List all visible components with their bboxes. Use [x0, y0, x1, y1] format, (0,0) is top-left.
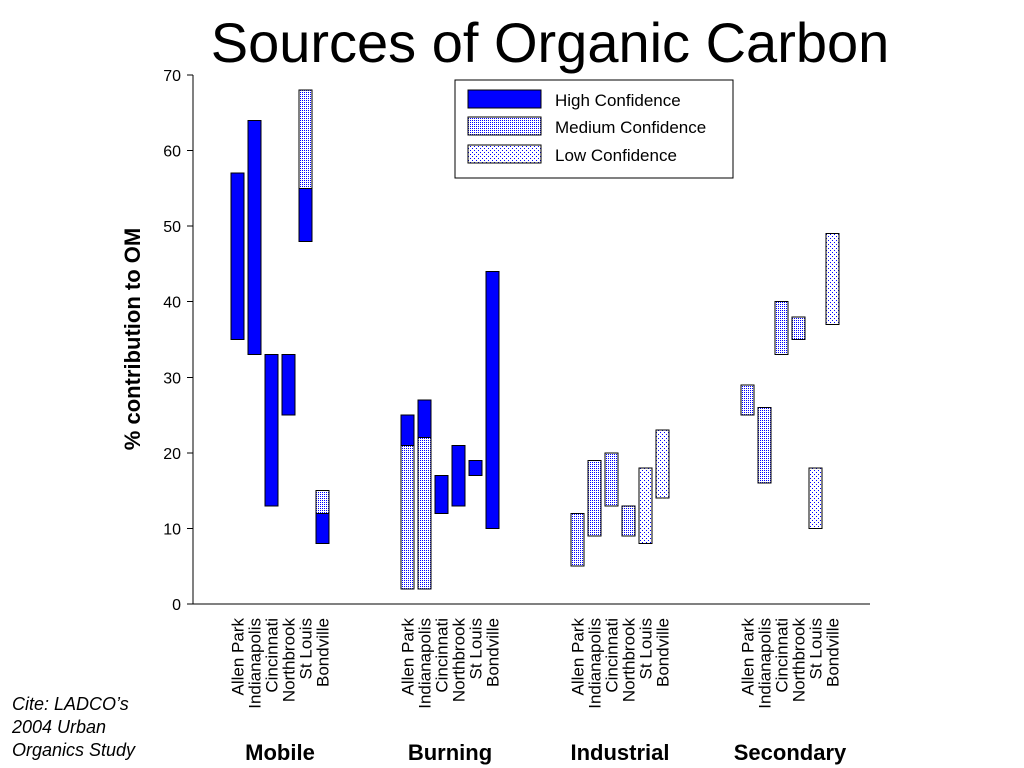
bar-industrial-st-louis-low-confidence	[638, 467, 653, 545]
bar-mobile-bondville-high-confidence	[315, 512, 330, 545]
bar-mobile-st-louis-medium-confidence	[298, 89, 313, 189]
chart-title: Sources of Organic Carbon	[211, 11, 890, 74]
y-axis-label: % contribution to OM	[120, 228, 145, 450]
bar-mobile-bondville-medium-confidence	[315, 490, 330, 514]
bar-secondary-allen-park-medium-confidence	[740, 384, 755, 416]
bar-secondary-northbrook-medium-confidence	[791, 316, 806, 341]
y-tick-label-10: 10	[163, 521, 181, 538]
bar-industrial-bondville-low-confidence	[655, 429, 670, 499]
x-tick-label-industrial-cincinnati: Cincinnati	[603, 618, 622, 693]
bar-mobile-northbrook-high-confidence	[281, 354, 296, 416]
bar-burning-cincinnati-high-confidence	[434, 475, 449, 514]
bar-secondary-bondville-low-confidence	[825, 233, 840, 325]
group-label-secondary: Secondary	[734, 740, 847, 765]
x-tick-label-mobile-cincinnati: Cincinnati	[263, 618, 282, 693]
bar-burning-indianapolis-high-confidence	[417, 399, 432, 439]
bar-industrial-northbrook-medium-confidence	[621, 505, 636, 537]
group-label-burning: Burning	[408, 740, 492, 765]
x-tick-label-industrial-indianapolis: Indianapolis	[586, 618, 605, 709]
x-tick-label-burning-bondville: Bondville	[484, 618, 503, 687]
x-tick-label-mobile-northbrook: Northbrook	[280, 618, 299, 703]
x-tick-label-burning-allen-park: Allen Park	[399, 618, 418, 696]
bar-mobile-indianapolis-high-confidence	[247, 119, 262, 356]
x-tick-label-burning-st-louis: St Louis	[467, 618, 486, 679]
citation-line-1: Cite: LADCO’s	[12, 694, 129, 714]
y-tick-label-20: 20	[163, 446, 181, 463]
x-tick-label-burning-indianapolis: Indianapolis	[416, 618, 435, 709]
legend-swatch-high-confidence	[467, 89, 542, 109]
bar-burning-indianapolis-medium-confidence	[417, 437, 432, 590]
bar-industrial-cincinnati-medium-confidence	[604, 452, 619, 507]
bar-secondary-indianapolis-medium-confidence	[757, 407, 772, 484]
legend-swatch-medium-confidence	[467, 116, 542, 136]
citation: Cite: LADCO’s 2004 Urban Organics Study	[11, 694, 136, 760]
citation-line-3: Organics Study	[12, 740, 136, 760]
bar-burning-allen-park-medium-confidence	[400, 444, 415, 590]
bars-layer	[230, 89, 840, 590]
bar-secondary-cincinnati-medium-confidence	[774, 301, 789, 356]
legend: High Confidence Medium Confidence Low Co…	[454, 79, 734, 179]
x-tick-label-secondary-northbrook: Northbrook	[790, 618, 809, 703]
x-tick-label-industrial-allen-park: Allen Park	[569, 618, 588, 696]
x-tick-label-industrial-northbrook: Northbrook	[620, 618, 639, 703]
bar-burning-st-louis-high-confidence	[468, 459, 483, 477]
bar-secondary-st-louis-low-confidence	[808, 467, 823, 529]
x-tick-label-burning-northbrook: Northbrook	[450, 618, 469, 703]
legend-label-medium-confidence: Medium Confidence	[555, 118, 706, 137]
x-tick-label-mobile-st-louis: St Louis	[297, 618, 316, 679]
bar-mobile-st-louis-high-confidence	[298, 187, 313, 242]
legend-swatch-low-confidence	[467, 144, 542, 164]
x-tick-label-secondary-st-louis: St Louis	[807, 618, 826, 679]
x-tick-label-secondary-cincinnati: Cincinnati	[773, 618, 792, 693]
y-ticks-layer: 0 10 20 30 40 50 60 70	[163, 68, 193, 614]
group-labels-layer: Mobile Burning Industrial Secondary	[245, 740, 847, 765]
x-tick-label-mobile-bondville: Bondville	[314, 618, 333, 687]
x-tick-label-burning-cincinnati: Cincinnati	[433, 618, 452, 693]
bar-burning-northbrook-high-confidence	[451, 444, 466, 507]
bar-mobile-cincinnati-high-confidence	[264, 354, 279, 507]
x-tick-label-secondary-bondville: Bondville	[824, 618, 843, 687]
x-tick-label-industrial-bondville: Bondville	[654, 618, 673, 687]
bar-industrial-indianapolis-medium-confidence	[587, 459, 602, 537]
y-tick-label-60: 60	[163, 144, 181, 161]
legend-label-high-confidence: High Confidence	[555, 91, 681, 110]
bar-mobile-allen-park-high-confidence	[230, 172, 245, 340]
x-tick-label-mobile-allen-park: Allen Park	[229, 618, 248, 696]
bar-industrial-allen-park-medium-confidence	[570, 512, 585, 567]
y-tick-label-0: 0	[172, 597, 181, 614]
citation-line-2: 2004 Urban	[11, 717, 106, 737]
group-label-mobile: Mobile	[245, 740, 315, 765]
x-tick-label-mobile-indianapolis: Indianapolis	[246, 618, 265, 709]
group-label-industrial: Industrial	[570, 740, 669, 765]
y-tick-label-30: 30	[163, 370, 181, 387]
x-tick-label-secondary-indianapolis: Indianapolis	[756, 618, 775, 709]
bar-burning-allen-park-high-confidence	[400, 414, 415, 446]
x-tick-label-industrial-st-louis: St Louis	[637, 618, 656, 679]
bar-burning-bondville-high-confidence	[485, 270, 500, 529]
y-tick-label-40: 40	[163, 295, 181, 312]
x-tick-labels-layer: Allen ParkIndianapolisCincinnatiNorthbro…	[229, 618, 843, 709]
y-tick-label-50: 50	[163, 219, 181, 236]
x-tick-label-secondary-allen-park: Allen Park	[739, 618, 758, 696]
legend-label-low-confidence: Low Confidence	[555, 146, 677, 165]
y-tick-label-70: 70	[163, 68, 181, 85]
